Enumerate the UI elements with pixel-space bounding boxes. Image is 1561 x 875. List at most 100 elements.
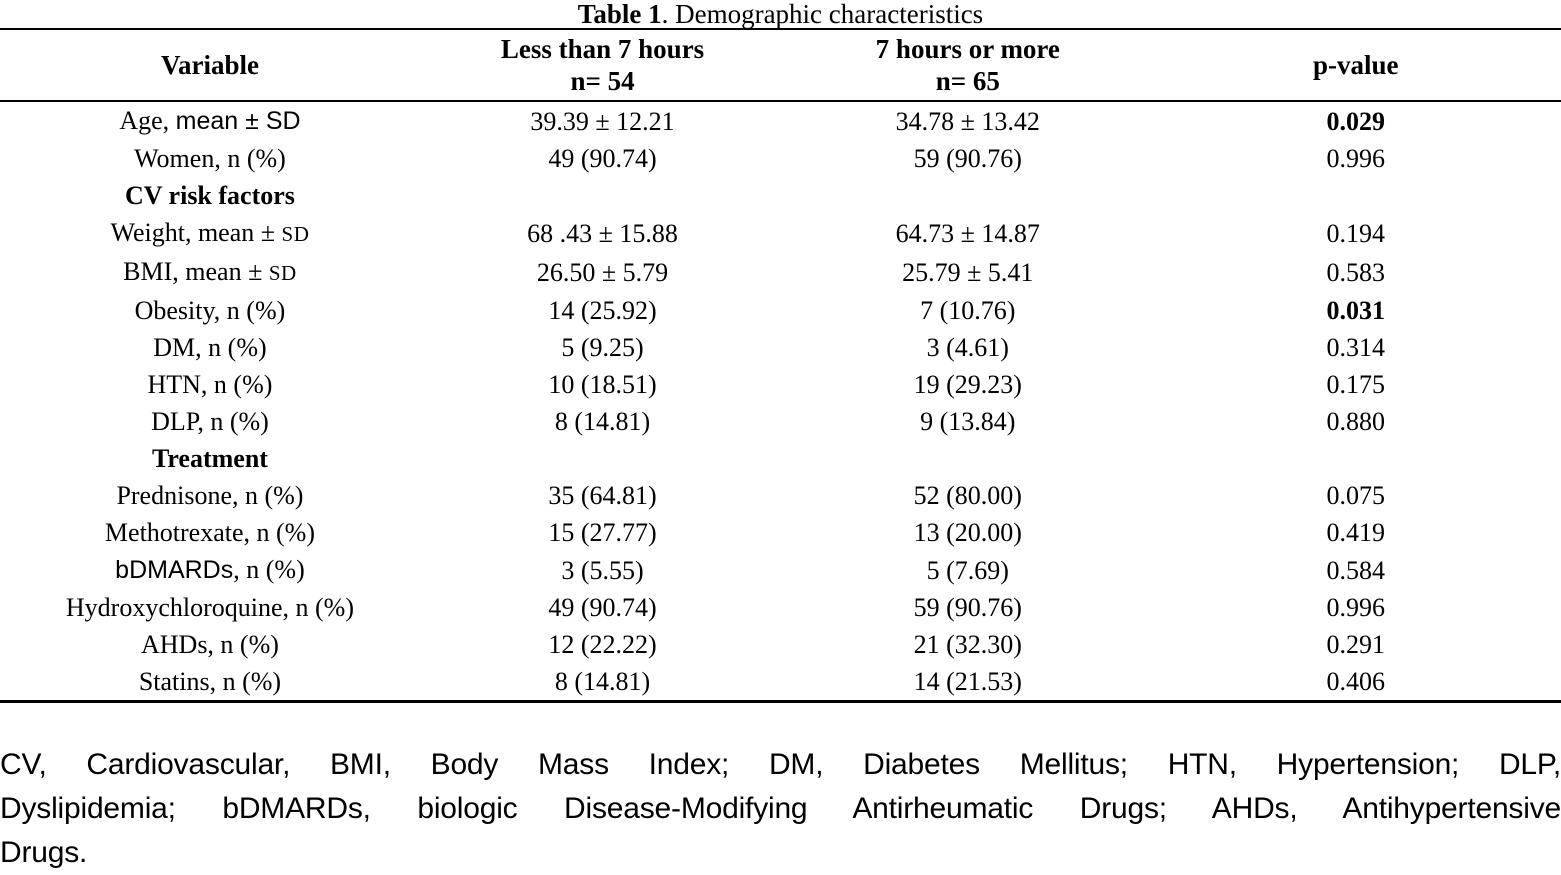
footnote-line: Dyslipidemia; bDMARDs, biologic Disease-… [0, 792, 1561, 825]
p-value-cell: 0.996 [1326, 593, 1385, 622]
group1-title: Less than 7 hours [500, 34, 705, 64]
group2-value-cell [785, 440, 1150, 477]
row-label-cell: Obesity, n (%) [0, 292, 420, 329]
table-row: Obesity, n (%) 14 (25.92) 7 (10.76) 0.031 [0, 292, 1561, 329]
p-value-cell: 0.406 [1326, 667, 1385, 696]
group1-value-cell: 8 (14.81) [554, 667, 651, 696]
group2-sample-size: n= 65 [935, 66, 1000, 96]
group1-value-cell: 3 (5.55) [561, 555, 644, 585]
p-value-cell: 0.583 [1326, 258, 1385, 287]
group1-value-cell: 35 (64.81) [548, 481, 657, 510]
row-label-cell: Statins, n (%) [0, 663, 420, 702]
p-value-cell: 0.194 [1326, 219, 1385, 248]
row-label-cell: HTN, n (%) [0, 366, 420, 403]
row-label-segment: Obesity, n (%) [134, 296, 286, 325]
group1-value-cell: 8 (14.81) [554, 407, 651, 436]
group2-value-cell: 34.78 ± 13.42 [895, 106, 1040, 136]
group1-value-cell: 26.50 ± 5.79 [536, 258, 669, 287]
group2-value-cell: 59 (90.76) [913, 593, 1022, 622]
table-caption-text: . Demographic characteristics [661, 0, 984, 29]
footnote-line: CV, Cardiovascular, BMI, Body Mass Index… [0, 748, 1561, 781]
p-value-cell: 0.175 [1326, 370, 1385, 399]
row-label-segment: Prednisone, n (%) [116, 481, 304, 510]
row-label-cell: Hydroxychloroquine, n (%) [0, 589, 420, 626]
row-label-cell: Weight, mean ± SD [0, 214, 420, 253]
group1-value-cell: 5 (9.25) [561, 333, 644, 362]
row-label-segment: bDMARDs [115, 556, 234, 584]
row-label-cell: Methotrexate, n (%) [0, 514, 420, 551]
row-label-cell: AHDs, n (%) [0, 626, 420, 663]
group1-value-cell: 49 (90.74) [548, 144, 657, 173]
group2-title: 7 hours or more [875, 34, 1060, 64]
row-label-segment: DM, n (%) [153, 333, 267, 362]
header-row: Variable Less than 7 hours n= 54 7 hours… [0, 30, 1561, 101]
row-label-segment: Treatment [151, 444, 268, 473]
section-row: Treatment [0, 440, 1561, 477]
col-header-variable: Variable [160, 50, 259, 80]
group2-value-cell: 5 (7.69) [926, 555, 1009, 585]
group1-value-cell: 14 (25.92) [548, 296, 657, 325]
group2-value-cell: 25.79 ± 5.41 [902, 258, 1034, 287]
row-label-segment: Hydroxychloroquine, n (%) [65, 593, 354, 622]
row-label-cell: Prednisone, n (%) [0, 477, 420, 514]
table-row: Age, mean ± SD 39.39 ± 12.21 34.78 ± 13.42… [0, 101, 1561, 140]
row-label-cell: Treatment [0, 440, 420, 477]
group1-value-cell [420, 440, 785, 477]
row-label-cell: Age, mean ± SD [0, 101, 420, 140]
row-label-segment: SD [268, 261, 297, 285]
group2-value-cell [785, 177, 1150, 214]
row-label-segment: Statins, n (%) [138, 667, 282, 696]
col-header-group1: Less than 7 hours n= 54 [420, 30, 785, 101]
group1-sample-size: n= 54 [570, 66, 635, 96]
table-row: Hydroxychloroquine, n (%) 49 (90.74) 59 (9… [0, 589, 1561, 626]
row-label-segment: HTN, n (%) [147, 370, 273, 399]
group2-value-cell: 3 (4.61) [926, 333, 1009, 362]
row-label-segment: DLP, n (%) [151, 407, 269, 436]
table-row: Methotrexate, n (%) 15 (27.77) 13 (20.00) 0… [0, 514, 1561, 551]
group1-value-cell: 68 .43 ± 15.88 [527, 219, 678, 248]
table-row: DM, n (%) 5 (9.25) 3 (4.61) 0.314 [0, 329, 1561, 366]
row-label-cell: BMI, mean ± SD [0, 253, 420, 292]
demographics-table: Variable Less than 7 hours n= 54 7 hours… [0, 30, 1561, 703]
group2-value-cell: 13 (20.00) [913, 518, 1022, 547]
p-value-cell: 0.031 [1326, 296, 1385, 325]
p-value-cell: 0.419 [1326, 518, 1385, 547]
table-row: Women, n (%) 49 (90.74) 59 (90.76) 0.996 [0, 140, 1561, 177]
group1-value-cell: 10 (18.51) [548, 370, 657, 399]
group2-value-cell: 19 (29.23) [913, 370, 1022, 399]
table-row: Prednisone, n (%) 35 (64.81) 52 (80.00) 0.0… [0, 477, 1561, 514]
table-row: Statins, n (%) 8 (14.81) 14 (21.53) 0.406 [0, 663, 1561, 702]
row-label-segment: , n (%) [233, 555, 305, 584]
row-label-segment: Methotrexate, n (%) [104, 518, 315, 547]
group2-value-cell: 7 (10.76) [920, 296, 1016, 325]
p-value-cell: 0.075 [1326, 481, 1385, 510]
table-row: Weight, mean ± SD 68 .43 ± 15.88 64.73 ± 1… [0, 214, 1561, 253]
p-value-cell: 0.880 [1326, 407, 1385, 436]
p-value-cell: 0.584 [1326, 555, 1385, 585]
table-row: DLP, n (%) 8 (14.81) 9 (13.84) 0.880 [0, 403, 1561, 440]
row-label-segment: Age, [119, 106, 176, 135]
table-body: Age, mean ± SD 39.39 ± 12.21 34.78 ± 13.42… [0, 101, 1561, 702]
row-label-cell: DLP, n (%) [0, 403, 420, 440]
col-header-pvalue: p-value [1312, 50, 1399, 80]
table-row: BMI, mean ± SD 26.50 ± 5.79 25.79 ± 5.41 0.… [0, 253, 1561, 292]
row-label-segment: Women, n (%) [134, 144, 286, 173]
group1-value-cell: 15 (27.77) [548, 518, 657, 547]
abbreviations-footnote: CV, Cardiovascular, BMI, Body Mass Index… [0, 743, 1561, 875]
group1-value-cell [420, 177, 785, 214]
row-label-cell: Women, n (%) [0, 140, 420, 177]
group1-value-cell: 49 (90.74) [548, 593, 657, 622]
group2-value-cell: 52 (80.00) [913, 481, 1022, 510]
row-label-cell: bDMARDs, n (%) [0, 551, 420, 589]
p-value-cell [1150, 440, 1561, 477]
row-label-segment: AHDs, n (%) [140, 630, 279, 659]
group2-value-cell: 9 (13.84) [920, 407, 1016, 436]
group1-value-cell: 39.39 ± 12.21 [530, 106, 675, 136]
row-label-segment: CV risk factors [124, 181, 295, 210]
p-value-cell: 0.291 [1326, 630, 1385, 659]
section-row: CV risk factors [0, 177, 1561, 214]
table-row: bDMARDs, n (%) 3 (5.55) 5 (7.69) 0.584 [0, 551, 1561, 589]
p-value-cell [1150, 177, 1561, 214]
group2-value-cell: 59 (90.76) [913, 144, 1022, 173]
